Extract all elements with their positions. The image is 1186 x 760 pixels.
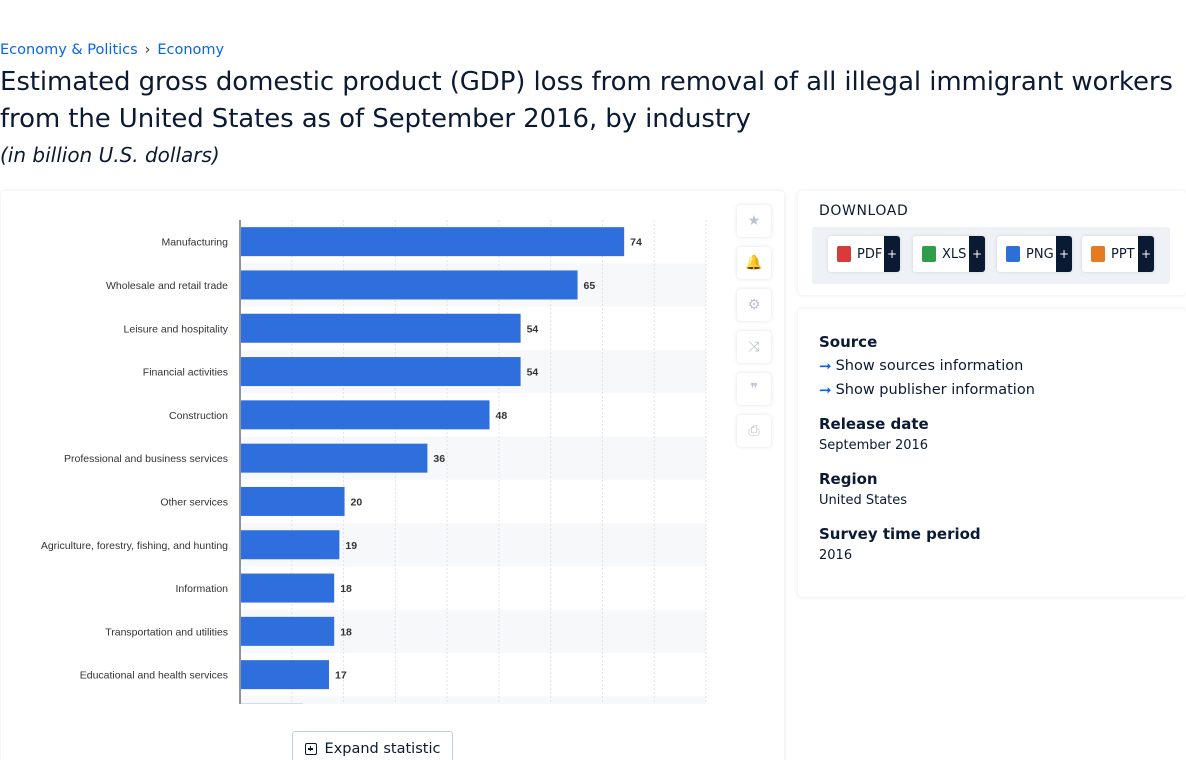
- bar[interactable]: [241, 443, 428, 473]
- print-icon: ⎙: [748, 423, 760, 439]
- value-label: 74: [630, 237, 642, 249]
- bell-icon: 🔔: [745, 255, 763, 271]
- value-label: 18: [340, 583, 352, 595]
- category-label: Leisure and hospitality: [124, 323, 229, 335]
- survey-period-label: Survey time period: [819, 525, 981, 543]
- release-date-label: Release date: [819, 415, 929, 433]
- bar[interactable]: [241, 313, 521, 343]
- bar[interactable]: [241, 573, 335, 603]
- breadcrumb-separator: ›: [144, 42, 151, 58]
- value-label: 54: [527, 367, 539, 379]
- download-options: PDF + XLS + PNG + PPT +: [812, 227, 1170, 284]
- value-label: 54: [527, 323, 539, 335]
- xls-plus-icon: +: [969, 236, 985, 272]
- download-pdf-button[interactable]: PDF +: [828, 236, 900, 272]
- chart-toolbar: ★ 🔔 ⚙ ⤨ ❞ ⎙: [737, 205, 771, 457]
- survey-period-value: 2016: [819, 548, 853, 563]
- ppt-plus-icon: +: [1138, 236, 1154, 272]
- category-label: Financial activities: [143, 367, 228, 379]
- category-label: Wholesale and retail trade: [106, 280, 228, 292]
- bar-chart: Manufacturing 74 Wholesale and retail trad…: [41, 220, 707, 704]
- category-label: Professional and business services: [64, 453, 228, 465]
- value-label: 65: [584, 280, 596, 292]
- value-label: 18: [340, 626, 352, 638]
- page-subtitle: (in billion U.S. dollars): [0, 143, 220, 167]
- statistic-info-panel: Source ➞ Show sources information ➞ Show…: [798, 309, 1186, 597]
- show-publisher-link[interactable]: ➞ Show publisher information: [819, 381, 1035, 399]
- star-icon: ★: [747, 213, 761, 229]
- category-label: Information: [175, 583, 228, 595]
- show-sources-label: Show sources information: [835, 358, 1024, 374]
- page-title: Estimated gross domestic product (GDP) l…: [0, 67, 1173, 134]
- source-label: Source: [819, 333, 878, 351]
- region-value: United States: [819, 493, 908, 508]
- breadcrumb-link-economy[interactable]: Economy: [157, 42, 225, 58]
- value-label: 17: [335, 670, 347, 682]
- category-label: Agriculture, forestry, fishing, and hunt…: [41, 540, 228, 552]
- category-label: Manufacturing: [161, 237, 228, 249]
- bar[interactable]: [241, 357, 521, 387]
- category-label: Educational and health services: [80, 670, 228, 682]
- bar[interactable]: [241, 486, 345, 516]
- notification-button[interactable]: 🔔: [737, 247, 771, 279]
- value-label: 20: [351, 496, 363, 508]
- download-xls-label: XLS: [942, 246, 967, 262]
- png-plus-icon: +: [1056, 236, 1072, 272]
- download-ppt-label: PPT: [1111, 246, 1135, 262]
- value-label: 48: [496, 410, 508, 422]
- download-pdf-label: PDF: [857, 246, 883, 262]
- ppt-file-icon: [1091, 246, 1105, 262]
- arrow-right-icon: ➞: [819, 381, 832, 399]
- bar[interactable]: [241, 660, 330, 690]
- download-xls-button[interactable]: XLS +: [913, 236, 985, 272]
- breadcrumb: Economy & Politics › Economy: [0, 42, 224, 58]
- expand-icon: [304, 743, 317, 755]
- favorite-button[interactable]: ★: [737, 205, 771, 237]
- gear-icon: ⚙: [747, 297, 761, 313]
- bar[interactable]: [241, 270, 578, 300]
- category-label: Transportation and utilities: [105, 626, 228, 638]
- breadcrumb-link-economy-politics[interactable]: Economy & Politics: [0, 42, 138, 58]
- arrow-right-icon: ➞: [819, 357, 832, 375]
- value-label: 36: [433, 453, 445, 465]
- png-file-icon: [1006, 246, 1020, 262]
- download-png-label: PNG: [1026, 246, 1054, 262]
- bar[interactable]: [241, 530, 340, 560]
- download-png-button[interactable]: PNG +: [997, 236, 1072, 272]
- show-sources-link[interactable]: ➞ Show sources information: [819, 357, 1023, 375]
- download-ppt-button[interactable]: PPT +: [1082, 236, 1154, 272]
- pdf-plus-icon: +: [884, 236, 900, 272]
- show-publisher-label: Show publisher information: [835, 382, 1035, 398]
- category-label: Construction: [169, 410, 228, 422]
- xls-file-icon: [922, 246, 936, 262]
- share-button[interactable]: ⤨: [737, 331, 771, 363]
- region-label: Region: [819, 470, 878, 488]
- pdf-file-icon: [837, 246, 851, 262]
- chart-card: Manufacturing 74 Wholesale and retail trad…: [1, 191, 784, 760]
- bar[interactable]: [241, 616, 335, 646]
- print-button[interactable]: ⎙: [737, 415, 771, 447]
- share-icon: ⤨: [748, 339, 760, 355]
- category-label: Other services: [160, 496, 228, 508]
- release-date-value: September 2016: [819, 438, 929, 453]
- bar[interactable]: [241, 400, 490, 430]
- value-label: 19: [345, 540, 357, 552]
- bar[interactable]: [241, 227, 625, 257]
- quote-icon: ❞: [750, 381, 758, 397]
- settings-button[interactable]: ⚙: [737, 289, 771, 321]
- bar[interactable]: [241, 703, 304, 704]
- download-panel: DOWNLOAD PDF + XLS + PNG + PPT +: [798, 191, 1186, 295]
- expand-statistic-label: Expand statistic: [324, 741, 441, 757]
- download-heading: DOWNLOAD: [819, 203, 909, 219]
- cite-button[interactable]: ❞: [737, 373, 771, 405]
- row-stripe: [240, 696, 706, 704]
- expand-statistic-button[interactable]: Expand statistic: [292, 731, 453, 760]
